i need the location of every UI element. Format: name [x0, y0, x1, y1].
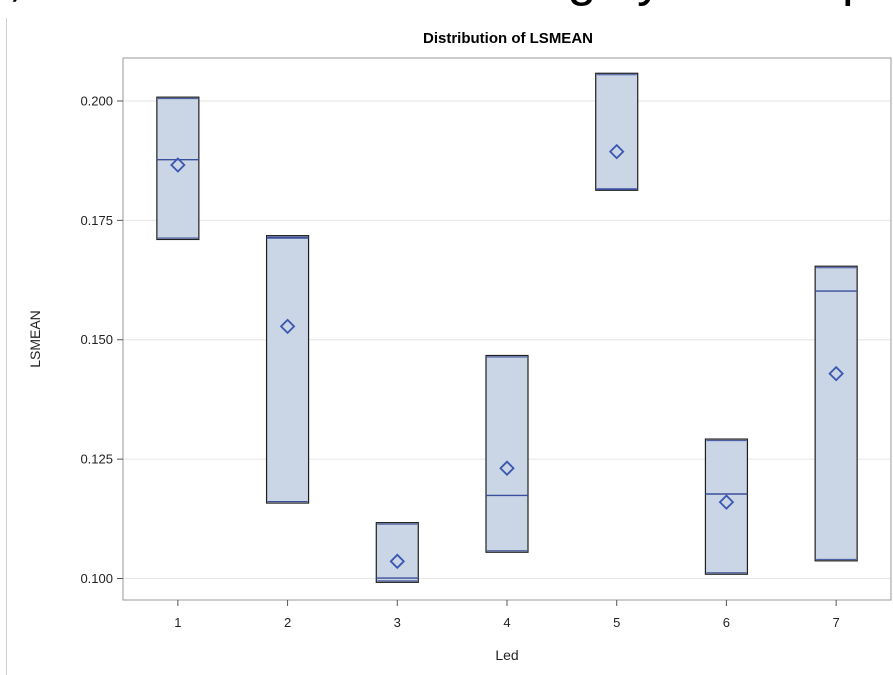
box-1 — [156, 96, 200, 241]
boxes-layer — [156, 72, 858, 583]
box-body — [814, 265, 858, 562]
box-body — [265, 235, 310, 504]
x-axis: 1 2 3 4 5 6 7 — [174, 600, 840, 630]
y-axis: 0.100 0.125 0.150 0.175 0.200 — [80, 93, 123, 586]
x-tick-label: 5 — [613, 615, 620, 630]
x-tick-label: 3 — [394, 615, 401, 630]
box-body — [156, 96, 200, 241]
box-7 — [814, 265, 858, 562]
y-tick-label: 0.100 — [80, 571, 113, 586]
x-tick-label: 1 — [174, 615, 181, 630]
x-tick-label: 4 — [503, 615, 510, 630]
left-border-line — [6, 18, 7, 675]
box-2 — [265, 235, 310, 504]
x-tick-label: 2 — [284, 615, 291, 630]
box-3 — [375, 522, 419, 583]
y-tick-label: 0.200 — [80, 93, 113, 108]
gridlines — [123, 100, 891, 580]
box-4 — [485, 354, 529, 553]
mean-marker — [828, 365, 844, 382]
mean-marker — [718, 494, 735, 510]
y-tick-label: 0.125 — [80, 452, 113, 467]
y-tick-label: 0.175 — [80, 213, 113, 228]
x-tick-label: 6 — [723, 615, 730, 630]
box-body — [595, 72, 639, 191]
mean-marker — [170, 157, 186, 173]
mean-marker — [499, 460, 515, 476]
x-axis-label: Led — [495, 647, 518, 663]
box-body — [485, 354, 529, 553]
box-body — [704, 438, 749, 575]
box-5 — [595, 72, 639, 191]
y-tick-label: 0.150 — [80, 332, 113, 347]
clipped-text-1: , — [8, 0, 22, 18]
box-body — [375, 522, 419, 583]
mean-marker — [608, 143, 625, 160]
chart-title: Distribution of LSMEAN — [423, 30, 593, 47]
clipped-top-text: , ighly p — [0, 0, 893, 18]
x-tick-label: 7 — [833, 615, 840, 630]
clipped-text-2: ighly — [556, 0, 663, 18]
box-6 — [704, 438, 749, 575]
mean-marker — [389, 553, 406, 570]
y-axis-label: LSMEAN — [27, 310, 43, 368]
clipped-text-3: p — [842, 0, 871, 18]
mean-marker — [279, 318, 296, 335]
